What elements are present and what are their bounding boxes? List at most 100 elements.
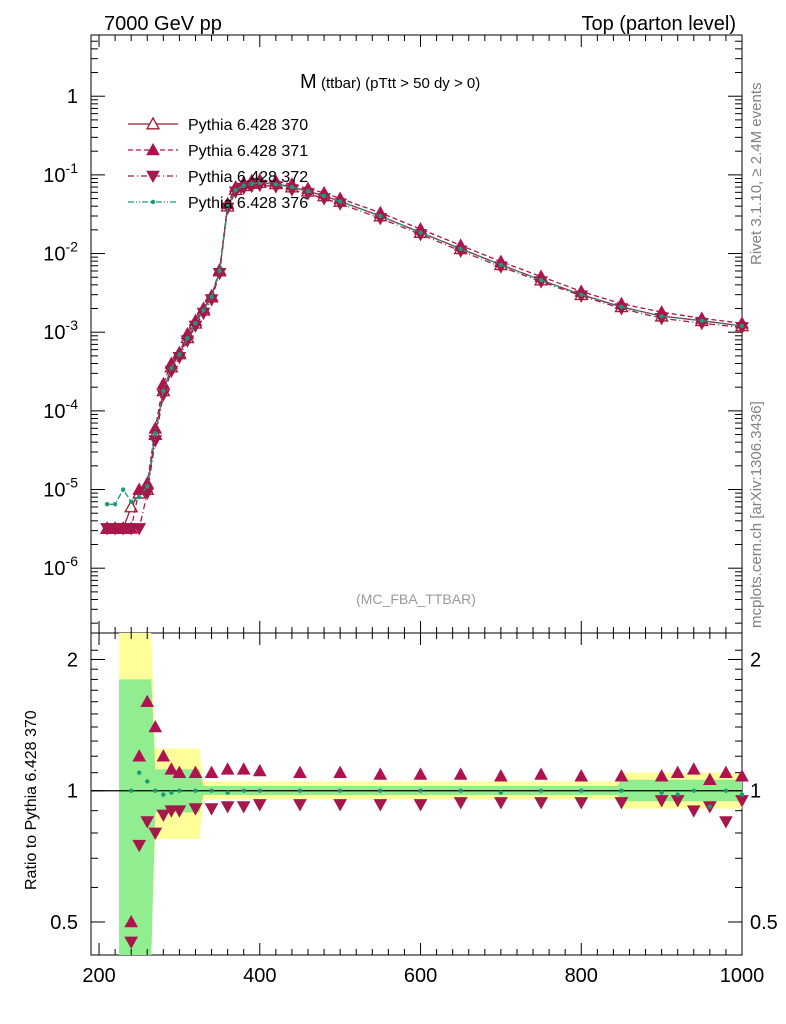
x-tick-label: 1000 bbox=[720, 965, 765, 987]
ratio-data-point bbox=[128, 788, 134, 793]
data-point bbox=[148, 435, 163, 448]
series-pythia-6-428-371 bbox=[100, 172, 749, 534]
data-point bbox=[301, 188, 315, 201]
x-tick-label: 200 bbox=[82, 965, 115, 987]
ratio-data-point bbox=[373, 799, 388, 812]
data-point bbox=[193, 321, 198, 326]
ratio-data-point bbox=[177, 788, 182, 793]
plot-title-main: M bbox=[300, 71, 317, 93]
data-point bbox=[538, 277, 544, 283]
data-point bbox=[128, 499, 134, 504]
ratio-data-point bbox=[654, 795, 669, 808]
ratio-series-pythia-6-428-371 bbox=[124, 694, 749, 928]
x-tick-label: 600 bbox=[404, 965, 437, 987]
ratio-data-point bbox=[703, 772, 717, 785]
ratio-data-point bbox=[538, 788, 544, 793]
data-point bbox=[659, 313, 664, 319]
ratio-data-point bbox=[373, 767, 388, 780]
data-point bbox=[112, 502, 118, 507]
legend-marker bbox=[150, 199, 156, 205]
ratio-data-point bbox=[686, 805, 701, 818]
ratio-data-point bbox=[333, 765, 347, 778]
ratio-data-point bbox=[333, 799, 347, 812]
ratio-data-point bbox=[337, 788, 343, 793]
ratio-data-point bbox=[654, 769, 669, 782]
legend-label: Pythia 6.428 370 bbox=[188, 117, 308, 134]
main-y-tick-label: 10-2 bbox=[43, 239, 78, 266]
data-point bbox=[699, 318, 705, 323]
ratio-series-group bbox=[124, 694, 749, 949]
ratio-data-point bbox=[378, 788, 383, 793]
ratio-data-point bbox=[204, 765, 219, 778]
rivet-version-label: Rivet 3.1.10, ≥ 2.4M events bbox=[748, 83, 765, 266]
ratio-y-tick-label: 1 bbox=[750, 781, 761, 803]
data-point bbox=[161, 388, 166, 393]
ratio-uncertainty-bands bbox=[119, 633, 742, 955]
ratio-data-point bbox=[153, 788, 158, 793]
ratio-data-point bbox=[574, 769, 589, 782]
data-point bbox=[120, 487, 126, 492]
data-point bbox=[228, 186, 243, 199]
ratio-data-point bbox=[418, 788, 423, 793]
ratio-data-point bbox=[739, 792, 745, 797]
x-tick-label: 800 bbox=[565, 965, 598, 987]
ratio-y-tick-label: 1 bbox=[67, 781, 78, 803]
data-point bbox=[153, 431, 158, 436]
data-point bbox=[373, 213, 388, 226]
ratio-data-point bbox=[413, 767, 428, 780]
ratio-data-point bbox=[498, 790, 504, 795]
data-point bbox=[132, 523, 147, 536]
main-y-tick-label: 1 bbox=[67, 86, 78, 108]
header-process-label: Top (parton level) bbox=[581, 13, 736, 35]
ratio-data-point bbox=[735, 769, 749, 782]
legend-marker bbox=[146, 142, 160, 156]
legend-label: Pythia 6.428 372 bbox=[188, 169, 308, 186]
ratio-data-point bbox=[148, 827, 163, 841]
data-point bbox=[169, 365, 174, 371]
data-point bbox=[201, 308, 206, 313]
ratio-data-point bbox=[169, 790, 174, 795]
ratio-data-point bbox=[137, 770, 142, 775]
ratio-data-point bbox=[494, 769, 508, 782]
x-tick-label: 400 bbox=[243, 965, 276, 987]
ratio-data-point bbox=[148, 719, 163, 733]
data-point bbox=[619, 304, 624, 310]
ratio-data-point bbox=[534, 797, 548, 810]
main-axes: 1 10-1 10-2 10-3 10-4 10-5 10-6 bbox=[43, 34, 743, 633]
ratio-y-axis-label: Ratio to Pythia 6.428 370 bbox=[23, 710, 40, 890]
data-point bbox=[579, 292, 584, 297]
ratio-data-point bbox=[132, 839, 147, 853]
ratio-data-point bbox=[172, 805, 187, 818]
ratio-data-point bbox=[494, 797, 508, 810]
ratio-data-point bbox=[458, 788, 463, 793]
ratio-data-point bbox=[413, 799, 428, 812]
ratio-data-point bbox=[619, 788, 624, 793]
ratio-data-point bbox=[209, 788, 214, 793]
ratio-data-point bbox=[614, 769, 629, 782]
ratio-data-point bbox=[252, 799, 267, 812]
data-point bbox=[145, 484, 150, 489]
ratio-data-point bbox=[236, 801, 251, 814]
data-point bbox=[378, 213, 383, 219]
series-pythia-6-428-376 bbox=[104, 180, 745, 507]
series-pythia-6-428-372 bbox=[100, 179, 749, 536]
ratio-data-point bbox=[241, 788, 246, 793]
ratio-data-point bbox=[161, 792, 166, 797]
ratio-data-point bbox=[236, 762, 251, 775]
data-point bbox=[413, 229, 428, 242]
ratio-data-point bbox=[686, 762, 701, 775]
ratio-data-point bbox=[164, 762, 179, 775]
legend-label: Pythia 6.428 371 bbox=[188, 143, 308, 160]
ratio-data-point bbox=[140, 816, 155, 829]
ratio-data-point bbox=[193, 788, 198, 793]
ratio-data-point bbox=[453, 767, 468, 780]
data-point bbox=[321, 193, 327, 199]
main-y-tick-label: 10-4 bbox=[43, 396, 78, 423]
data-point bbox=[249, 181, 254, 187]
data-point bbox=[217, 268, 222, 274]
ratio-y-tick-label: 2 bbox=[67, 649, 78, 671]
ratio-data-point bbox=[534, 767, 548, 780]
ratio-series-pythia-6-428-376 bbox=[128, 770, 745, 809]
data-point bbox=[233, 187, 238, 193]
ratio-series-pythia-6-428-372 bbox=[124, 795, 749, 949]
